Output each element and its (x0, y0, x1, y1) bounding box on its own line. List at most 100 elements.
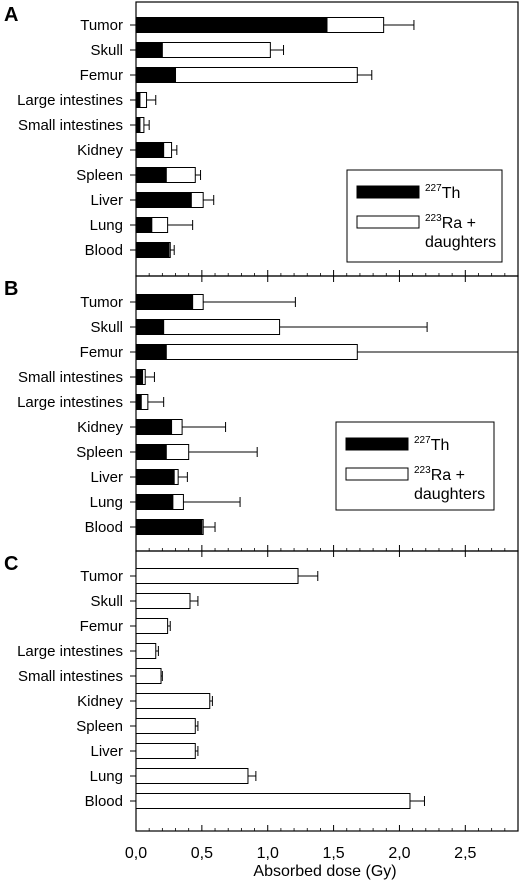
category-label: Skull (90, 593, 123, 610)
legend-name: Ra + (442, 215, 476, 232)
chart-panel-A: A Tumor Skull Femur Large intestines Small in… (4, 1, 519, 277)
category-label: Spleen (76, 444, 123, 461)
x-tick-label: 2,5 (454, 845, 476, 862)
legend-superscript: 227 (414, 435, 431, 446)
bar-series2 (139, 117, 145, 133)
category-label: Liver (90, 192, 123, 209)
chart-panel-C: C Tumor Skull Femur Large intestines Small in… (4, 550, 519, 832)
bar-series1 (135, 469, 175, 485)
category-label: Spleen (76, 718, 123, 735)
bar-series2 (161, 42, 271, 58)
legend-name-line2: daughters (414, 486, 485, 503)
category-label: Small intestines (18, 668, 123, 685)
bar-series2 (163, 319, 281, 335)
bar-value (135, 593, 191, 609)
bar-series2 (163, 142, 173, 158)
x-tick-label: 0,0 (125, 845, 147, 862)
bar-series1 (135, 167, 167, 183)
category-label: Lung (90, 217, 123, 234)
bar-series2 (172, 494, 184, 510)
bar-series1 (135, 217, 153, 233)
x-tick-label: 0,5 (191, 845, 213, 862)
x-tick-label: 1,0 (257, 845, 279, 862)
bar-series1 (135, 369, 144, 385)
bar-series2 (175, 67, 358, 83)
legend-name: Ra + (431, 467, 465, 484)
bar-series2 (173, 469, 179, 485)
legend-label-2: 223Ra + (425, 213, 476, 232)
category-label: Large intestines (17, 92, 123, 109)
category-label: Small intestines (18, 369, 123, 386)
bar-series1 (135, 242, 170, 258)
category-label: Spleen (76, 167, 123, 184)
category-label: Large intestines (17, 394, 123, 411)
bar-series1 (135, 494, 174, 510)
category-label: Tumor (80, 568, 123, 585)
bar-series2 (326, 17, 385, 33)
category-label: Blood (85, 242, 123, 259)
category-label: Liver (90, 469, 123, 486)
bar-series2 (139, 92, 148, 108)
bar-series2 (192, 294, 204, 310)
category-label: Tumor (80, 17, 123, 34)
bar-value (135, 643, 157, 659)
legend-superscript: 223 (425, 213, 442, 224)
legend-superscript: 227 (425, 183, 442, 194)
bar-series2 (165, 344, 358, 360)
category-label: Kidney (77, 142, 123, 159)
x-tick-label: 1,5 (322, 845, 344, 862)
legend-swatch-1 (345, 437, 409, 451)
panel-label: A (4, 4, 18, 26)
bar-series2 (140, 394, 149, 410)
category-label: Femur (80, 344, 123, 361)
bar-series2 (190, 192, 204, 208)
bar-series2 (151, 217, 169, 233)
bar-series2 (201, 519, 204, 535)
category-label: Blood (85, 519, 123, 536)
category-label: Tumor (80, 294, 123, 311)
legend-name: Th (431, 437, 450, 454)
category-label: Lung (90, 768, 123, 785)
legend-box (335, 421, 495, 511)
bar-series2 (171, 419, 183, 435)
bar-value (135, 693, 211, 709)
bar-value (135, 668, 162, 684)
legend-name: Th (442, 185, 461, 202)
legend-superscript: 223 (414, 465, 431, 476)
category-label: Skull (90, 42, 123, 59)
bar-series1 (135, 294, 194, 310)
bar-series1 (135, 42, 163, 58)
category-label: Kidney (77, 419, 123, 436)
bar-series1 (135, 394, 142, 410)
legend-swatch-2 (356, 215, 420, 229)
legend-label-2: 223Ra + (414, 465, 465, 484)
bar-series1 (135, 192, 192, 208)
category-label: Blood (85, 793, 123, 810)
bar-series1 (135, 67, 177, 83)
bar-series1 (135, 92, 141, 108)
x-tick-label: 2,0 (388, 845, 410, 862)
bar-series1 (135, 444, 167, 460)
category-label: Small intestines (18, 117, 123, 134)
category-label: Large intestines (17, 643, 123, 660)
bar-series2 (165, 167, 196, 183)
panel-label: B (4, 278, 18, 300)
category-label: Lung (90, 494, 123, 511)
bar-series1 (135, 319, 165, 335)
bar-value (135, 793, 411, 809)
chart-panel-B: B Tumor Skull Femur Small intestines Large in… (4, 275, 519, 552)
bar-value (135, 618, 169, 634)
panel-label: C (4, 553, 18, 575)
legend-label-1: 227Th (425, 183, 460, 202)
bar-series1 (135, 17, 328, 33)
bar-value (135, 718, 196, 734)
bar-value (135, 743, 196, 759)
x-axis-label: Absorbed dose (Gy) (253, 863, 396, 880)
category-label: Liver (90, 743, 123, 760)
legend-swatch-1 (356, 185, 420, 199)
bar-series2 (165, 444, 190, 460)
category-label: Kidney (77, 693, 123, 710)
